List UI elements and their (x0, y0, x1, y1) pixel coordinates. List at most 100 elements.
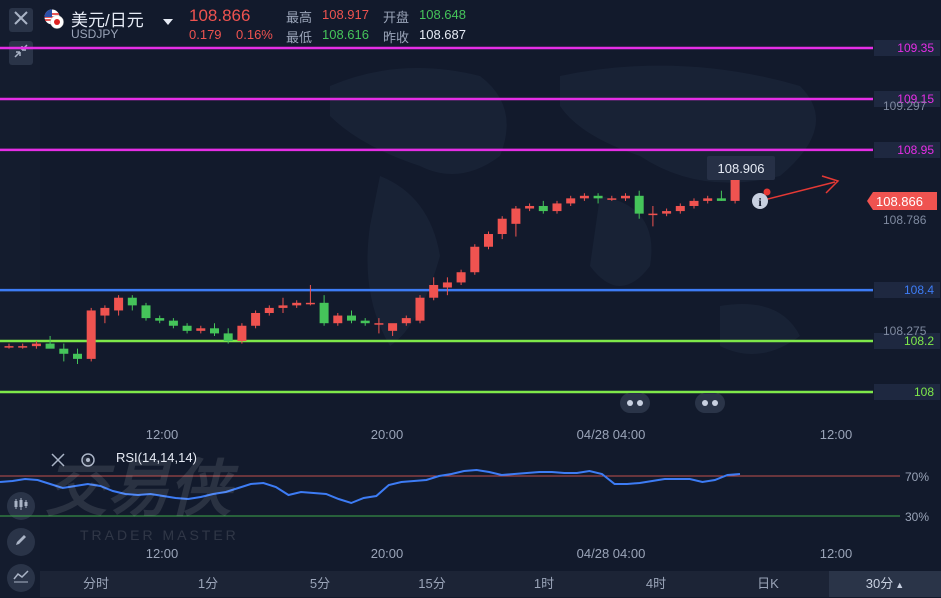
candlestick-chart[interactable]: 108.906 i 12:00 20:00 04/28 04:00 12:00 (0, 46, 873, 446)
tab-1d[interactable]: 日K (757, 576, 779, 591)
candle (497, 218, 507, 235)
candle (442, 282, 452, 288)
chart-tools-button[interactable] (7, 564, 35, 592)
last-price: 108.866 (189, 6, 251, 25)
candle (100, 307, 110, 316)
candle (59, 348, 69, 354)
candle (141, 305, 151, 319)
tab-5m[interactable]: 5分 (309, 576, 331, 591)
candle (210, 328, 219, 334)
candle (538, 205, 548, 212)
prev-close-label: 昨收 (383, 30, 410, 45)
rsi-settings-icon[interactable] (81, 453, 95, 467)
candle (360, 320, 370, 324)
candle (401, 318, 411, 324)
candlestick-icon (13, 496, 29, 517)
candle (511, 208, 521, 224)
candle (648, 213, 658, 216)
candle (703, 198, 713, 201)
candle (45, 343, 55, 349)
candle (264, 307, 274, 314)
tab-4h[interactable]: 4时 (645, 576, 667, 591)
tab-1h[interactable]: 1时 (533, 576, 555, 591)
candle (196, 328, 206, 331)
time-label: 12:00 (820, 427, 853, 442)
high-label: 最高 (286, 10, 313, 25)
open-label: 开盘 (383, 10, 410, 25)
low-label: 最低 (286, 30, 313, 45)
candle (388, 323, 398, 331)
candle (319, 302, 329, 324)
candle (552, 203, 562, 212)
rsi-70-label: 70% (905, 470, 929, 484)
pencil-icon (14, 533, 28, 552)
low-value: 108.616 (322, 27, 369, 42)
candle (566, 198, 576, 204)
candle (18, 346, 28, 348)
time-label: 04/28 04:00 (577, 546, 646, 561)
dots-indicator[interactable] (620, 393, 725, 413)
watermark-logo: 交易侠 TRADER MASTER (40, 450, 300, 550)
trend-arrow[interactable] (759, 175, 840, 202)
svg-text:TRADER MASTER: TRADER MASTER (80, 527, 239, 543)
level-label: 109.35 (874, 40, 940, 56)
caret-up-icon: ▲ (895, 580, 905, 590)
candle (621, 195, 630, 199)
tab-1m[interactable]: 1分 (197, 576, 219, 591)
close-button[interactable] (9, 8, 33, 32)
tab-tick[interactable]: 分时 (82, 576, 109, 591)
candle (114, 297, 124, 311)
candle (333, 315, 343, 324)
candle (579, 195, 589, 199)
level-label: 109.15 (874, 90, 940, 107)
candle (415, 297, 425, 321)
tab-30m[interactable]: 30分 ▲ (829, 571, 941, 597)
level-lines (0, 46, 873, 394)
rsi-close-icon[interactable] (51, 453, 65, 467)
tooltip-value: 108.906 (718, 161, 765, 176)
prev-close-value: 108.687 (419, 27, 466, 42)
time-axis: 12:00 20:00 04/28 04:00 12:00 (146, 427, 853, 442)
time-label: 12:00 (146, 427, 179, 442)
price-tick: 109.297 (883, 99, 927, 113)
candle (168, 320, 178, 326)
price-tick: 108.275 (883, 324, 927, 338)
rsi-time-axis: 12:00 20:00 04/28 04:00 12:00 (146, 546, 853, 561)
candle (470, 246, 480, 273)
candle (634, 195, 644, 214)
pair-code: USDJPY (71, 27, 119, 41)
quote-header: 美元/日元 USDJPY 108.866 0.179 0.16% 最高 108.… (40, 0, 941, 46)
tab-15m[interactable]: 15分 (418, 576, 446, 591)
current-price-tag: 108.866 (867, 192, 941, 210)
price-axis: 109.35 109.15 108.95 108.4 108.2 108 109.297 … (867, 40, 941, 426)
candle (73, 353, 82, 359)
candle (456, 272, 466, 283)
level-label: 108 (874, 384, 940, 400)
open-value: 108.648 (419, 7, 466, 22)
pair-name[interactable]: 美元/日元 (71, 11, 144, 30)
candle (607, 198, 617, 200)
candle (374, 323, 384, 325)
candle (347, 315, 356, 321)
candle (86, 310, 96, 359)
high-value: 108.917 (322, 7, 369, 22)
candle (155, 318, 165, 321)
candle (305, 302, 315, 305)
candle (182, 325, 192, 331)
draw-button[interactable] (7, 528, 35, 556)
candle (251, 313, 261, 326)
chevron-down-icon[interactable] (163, 13, 173, 31)
indicator-button[interactable] (7, 492, 35, 520)
rsi-panel[interactable]: RSI(14,14,14) 70% 30% 12:00 20:00 04/28 04… (0, 446, 941, 571)
candle (429, 284, 439, 298)
level-label: 108.95 (874, 141, 940, 158)
candle (593, 195, 603, 199)
svg-text:i: i (758, 195, 762, 209)
candle (689, 200, 699, 206)
level-label: 108.2 (874, 333, 940, 350)
candle (127, 297, 137, 306)
info-icon[interactable]: i (752, 193, 768, 209)
price-tick: 108.786 (883, 213, 927, 227)
rsi-30-label: 30% (905, 510, 929, 524)
rsi-line (0, 468, 741, 505)
